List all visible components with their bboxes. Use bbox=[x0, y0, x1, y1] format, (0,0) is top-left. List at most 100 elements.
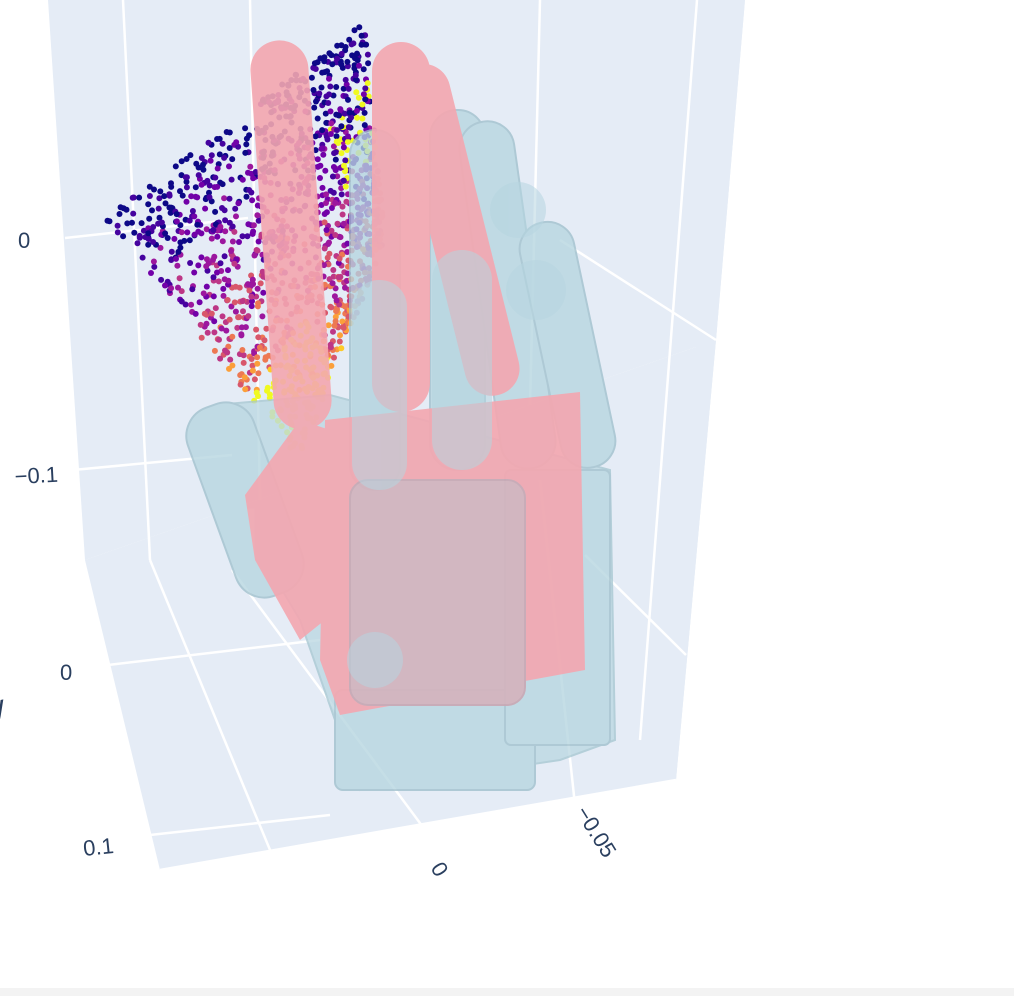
scatter-point bbox=[183, 198, 190, 205]
scatter-point bbox=[243, 141, 250, 148]
scatter-point bbox=[353, 76, 359, 83]
gridline bbox=[159, 778, 677, 872]
mesh-finger-blue-front bbox=[352, 280, 407, 490]
scatter-point bbox=[324, 68, 331, 75]
scatter-point bbox=[226, 195, 233, 202]
scatter-point bbox=[234, 324, 241, 331]
scatter-point bbox=[151, 186, 157, 193]
scatter-point bbox=[335, 112, 342, 119]
scatter-point bbox=[338, 150, 345, 157]
scatter-point bbox=[228, 176, 235, 183]
scatter-point bbox=[332, 232, 339, 238]
scatter-point bbox=[139, 254, 146, 261]
scatter-point bbox=[222, 228, 229, 235]
scatter-point bbox=[236, 284, 243, 291]
scatter-point bbox=[188, 193, 195, 200]
scatter-point bbox=[263, 325, 270, 332]
scatter-point bbox=[210, 227, 217, 233]
scatter-point bbox=[322, 167, 329, 174]
scatter-point bbox=[359, 115, 366, 122]
scatter-point bbox=[210, 293, 217, 300]
scatter-point bbox=[223, 129, 230, 135]
scatter-point bbox=[358, 41, 365, 48]
scatter-point bbox=[229, 333, 236, 340]
scatter-point bbox=[326, 239, 332, 246]
scatter-point bbox=[314, 115, 321, 122]
scatter-point bbox=[191, 269, 198, 276]
scatter-point bbox=[319, 127, 326, 134]
scatter-point bbox=[238, 324, 245, 331]
scatter-point bbox=[311, 104, 318, 111]
scatter-point bbox=[324, 136, 331, 143]
scatter-point bbox=[220, 285, 227, 292]
scatter-point bbox=[318, 84, 325, 91]
scatter-point bbox=[345, 133, 351, 140]
scatter-point bbox=[129, 194, 136, 201]
scatter-point bbox=[333, 84, 340, 90]
scatter-point bbox=[212, 305, 219, 312]
scatter-point bbox=[364, 51, 371, 58]
scatter-point bbox=[204, 267, 211, 274]
scatter-point bbox=[340, 85, 347, 92]
scatter-point bbox=[206, 189, 212, 196]
scatter-point bbox=[254, 354, 261, 361]
y-tick-label: 0 bbox=[60, 660, 72, 685]
scatter-point bbox=[194, 194, 201, 201]
scatter-point bbox=[220, 292, 227, 299]
y-tick-label: 0.1 bbox=[82, 833, 115, 861]
scatter-point bbox=[345, 124, 352, 131]
scatter-point bbox=[328, 120, 335, 127]
scatter-point bbox=[342, 284, 348, 291]
scatter-point bbox=[338, 191, 345, 198]
scatter-point bbox=[129, 219, 135, 226]
scatter-point bbox=[352, 72, 359, 79]
scatter-point bbox=[204, 329, 211, 336]
scatter-point bbox=[325, 322, 332, 329]
gridline bbox=[121, 0, 152, 561]
scatter-point bbox=[189, 208, 196, 214]
mesh-finger-index bbox=[250, 40, 332, 430]
scatter-point bbox=[134, 240, 141, 247]
scatter-point bbox=[183, 184, 190, 191]
scatter-point bbox=[337, 106, 344, 113]
scatter-point bbox=[362, 85, 369, 92]
scatter-point bbox=[166, 191, 173, 198]
scatter-point bbox=[242, 149, 249, 156]
scatter-point bbox=[171, 235, 178, 242]
mesh-finger-blue-front bbox=[432, 250, 492, 470]
scatter-point bbox=[226, 145, 233, 151]
scatter-point bbox=[215, 278, 222, 285]
scatter-point bbox=[222, 217, 229, 224]
scatter-point bbox=[198, 181, 205, 188]
scatter-point bbox=[131, 229, 138, 236]
scatter-point bbox=[157, 188, 164, 195]
scatter-point bbox=[219, 313, 226, 320]
scatter-point bbox=[329, 173, 336, 180]
scatter-point bbox=[344, 240, 351, 247]
scatter-point bbox=[328, 205, 335, 211]
scatter-point bbox=[183, 178, 190, 185]
scatter-point bbox=[146, 215, 153, 222]
scatter-point bbox=[261, 337, 268, 344]
scatter-point bbox=[360, 66, 367, 73]
scatter-point bbox=[338, 185, 345, 192]
scatter-point bbox=[227, 356, 234, 363]
scatter-point bbox=[203, 320, 210, 327]
scatter-point bbox=[226, 163, 232, 170]
scatter-point bbox=[344, 249, 351, 255]
scatter-point bbox=[219, 140, 226, 147]
scatter-point bbox=[251, 376, 258, 383]
scatter-point bbox=[228, 303, 235, 310]
scatter-point bbox=[353, 107, 360, 114]
scatter-point bbox=[219, 238, 226, 245]
scatter-point bbox=[360, 91, 367, 98]
mesh-joint-blue bbox=[347, 632, 403, 688]
scatter-point bbox=[211, 253, 218, 260]
scatter-point bbox=[225, 267, 231, 274]
scatter-point bbox=[363, 41, 370, 48]
scatter-point bbox=[332, 156, 339, 163]
scatter-point bbox=[321, 245, 328, 252]
scatter-point bbox=[177, 239, 184, 246]
scatter-point bbox=[218, 325, 225, 332]
